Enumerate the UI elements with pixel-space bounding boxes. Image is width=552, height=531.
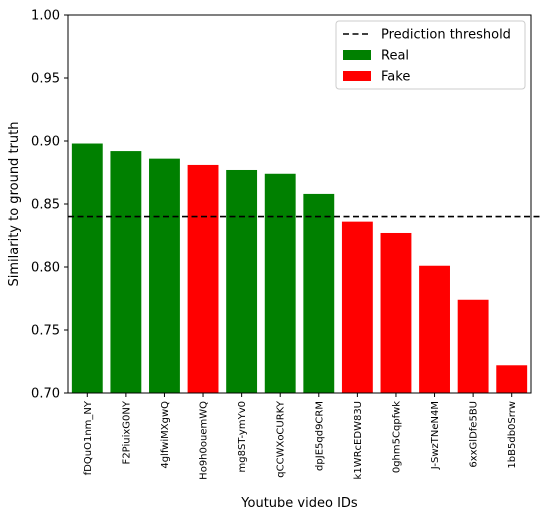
x-tick-label: fDQuO1nm_NY: [83, 400, 94, 475]
y-tick-label: 0.80: [31, 261, 60, 276]
bar-J-SwzTNeN4M: [419, 265, 450, 393]
x-axis-label: Youtube video IDs: [240, 496, 358, 511]
bar-k1WRcEDW83U: [341, 221, 373, 393]
x-tick-label: mg8ST-ymYv0: [237, 401, 248, 472]
legend-box: [335, 20, 526, 90]
y-tick-label: 0.95: [31, 72, 60, 87]
x-tick-label: qCCWXoCURKY: [276, 400, 287, 478]
bar-mg8ST-ymYv0: [226, 169, 258, 393]
x-tick-label: k1WRcEDW83U: [353, 401, 364, 479]
bar-4glfwiMXgwQ: [149, 158, 180, 393]
legend: Prediction threshold Real Fake: [335, 20, 526, 90]
x-tick-label: 0ghm5Cqpfwk: [391, 401, 402, 473]
x-tick-label: J-SwzTNeN4M: [430, 401, 441, 470]
x-tick-label: Ho9h0ouemWQ: [199, 401, 210, 480]
bars-layer: [71, 143, 528, 393]
bar-qCCWXoCURKY: [264, 173, 296, 393]
bar-1bB5db0Srrw: [496, 365, 528, 393]
bar-F2PiuixG0NY: [110, 151, 142, 393]
bar-dpJE5qd9CRM: [303, 193, 335, 393]
y-tick-label: 0.75: [31, 324, 60, 339]
legend-threshold-label: Prediction threshold: [381, 28, 511, 43]
legend-fake-label: Fake: [381, 70, 410, 85]
y-tick-label: 0.85: [31, 198, 60, 213]
bar-fDQuO1nm_NY: [71, 143, 103, 393]
bar-0ghm5Cqpfwk: [380, 232, 412, 393]
legend-real-swatch: [343, 50, 371, 60]
x-axis: fDQuO1nm_NY F2PiuixG0NY 4glfwiMXgwQ Ho9h0ou…: [83, 393, 518, 480]
x-tick-label: 4glfwiMXgwQ: [160, 401, 171, 469]
y-tick-label: 1.00: [31, 9, 60, 24]
x-tick-label: 6xxGlDfe5BU: [469, 401, 480, 468]
y-tick-label: 0.70: [31, 387, 60, 402]
x-tick-label: F2PiuixG0NY: [121, 400, 132, 464]
y-axis-label: Similarity to ground truth: [7, 122, 22, 287]
legend-fake-swatch: [343, 71, 371, 81]
bar-Ho9h0ouemWQ: [187, 164, 219, 393]
x-tick-label: dpJE5qd9CRM: [314, 401, 325, 471]
x-tick-label: 1bB5db0Srrw: [507, 401, 518, 469]
legend-real-label: Real: [381, 49, 409, 64]
y-tick-label: 0.90: [31, 135, 60, 150]
bar-6xxGlDfe5BU: [457, 299, 489, 393]
y-axis: 0.70 0.75 0.80 0.85 0.90 0.95 1.00: [31, 9, 68, 402]
